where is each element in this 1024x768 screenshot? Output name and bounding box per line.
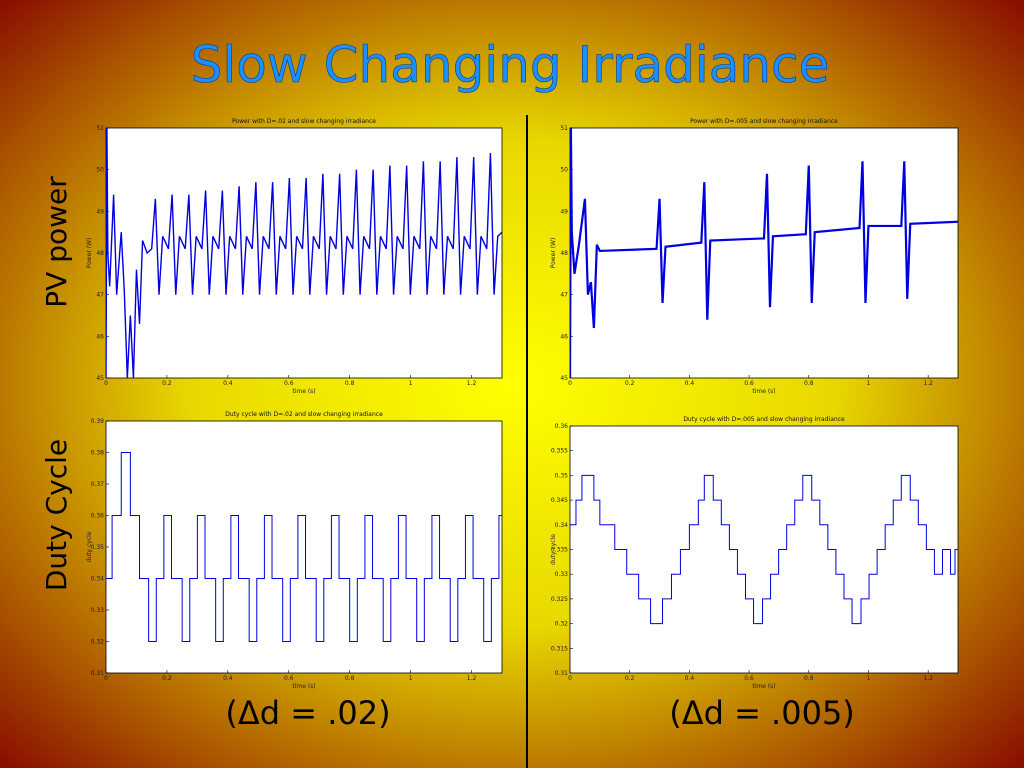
- y-tick-label: 0.33: [555, 571, 569, 578]
- y-tick-label: 0.36: [91, 513, 105, 520]
- x-axis-label: time (s): [752, 388, 775, 395]
- x-tick-label: 0: [568, 675, 572, 682]
- x-tick-label: 0.2: [625, 380, 635, 387]
- x-tick-label: 0.8: [804, 675, 814, 682]
- data-line: [570, 474, 958, 625]
- y-tick-label: 45: [560, 375, 568, 382]
- y-tick-label: 49: [96, 208, 104, 215]
- x-tick-label: 0.8: [345, 675, 355, 682]
- y-tick-label: 0.37: [91, 481, 105, 488]
- y-tick-label: 48: [96, 250, 104, 257]
- x-tick-label: 0.6: [284, 675, 294, 682]
- x-tick-label: 1: [867, 675, 871, 682]
- y-tick-label: 0.335: [551, 547, 568, 554]
- chart: Power with D=.005 and slow changing irra…: [550, 118, 959, 395]
- x-tick-label: 0: [568, 380, 572, 387]
- x-tick-label: 1.2: [923, 380, 933, 387]
- y-tick-label: 0.35: [555, 472, 569, 479]
- x-tick-label: 0.4: [223, 380, 233, 387]
- data-line: [106, 128, 502, 378]
- y-axis-label: Power (W): [550, 238, 557, 269]
- y-tick-label: 0.315: [551, 645, 568, 652]
- x-tick-label: 0.2: [625, 675, 635, 682]
- chart: Power with D=.02 and slow changing irrad…: [86, 118, 503, 395]
- x-tick-label: 1.2: [467, 675, 477, 682]
- slide-title: Slow Changing Irradiance: [191, 36, 830, 94]
- x-tick-label: 0.2: [162, 675, 172, 682]
- y-axis-label: duty cycle: [550, 534, 557, 565]
- y-tick-label: 0.33: [91, 607, 105, 614]
- plot-area: [569, 425, 959, 674]
- y-tick-label: 50: [96, 167, 104, 174]
- x-tick-label: 0: [104, 380, 108, 387]
- x-axis-label: time (s): [292, 683, 315, 690]
- y-tick-label: 48: [560, 250, 568, 257]
- x-tick-label: 1.2: [923, 675, 933, 682]
- x-tick-label: 1: [867, 380, 871, 387]
- x-tick-label: 1: [409, 675, 413, 682]
- row-label: PV power: [40, 176, 73, 308]
- y-tick-label: 0.345: [551, 497, 568, 504]
- x-tick-label: 0.4: [223, 675, 233, 682]
- data-line: [570, 128, 958, 378]
- y-tick-label: 0.34: [555, 522, 569, 529]
- x-tick-label: 0.8: [804, 380, 814, 387]
- y-axis-label: duty cycle: [86, 531, 93, 562]
- y-tick-label: 45: [96, 375, 104, 382]
- data-line: [106, 452, 502, 642]
- y-tick-label: 0.34: [91, 576, 105, 583]
- caption: (Δd = .005): [669, 694, 855, 732]
- y-axis-label: Power (W): [86, 238, 93, 269]
- y-tick-label: 0.31: [555, 670, 569, 677]
- row-label: Duty Cycle: [40, 439, 73, 591]
- chart-title: Duty cycle with D=.005 and slow changing…: [683, 416, 845, 423]
- x-axis-label: time (s): [752, 683, 775, 690]
- y-tick-label: 50: [560, 167, 568, 174]
- x-tick-label: 0.6: [284, 380, 294, 387]
- y-tick-label: 0.38: [91, 450, 105, 457]
- x-tick-label: 0.8: [345, 380, 355, 387]
- x-axis-label: time (s): [292, 388, 315, 395]
- plot-area: [105, 127, 503, 379]
- x-tick-label: 1: [409, 380, 413, 387]
- y-tick-label: 51: [96, 125, 104, 132]
- chart: Duty cycle with D=.005 and slow changing…: [550, 416, 959, 690]
- chart-title: Power with D=.02 and slow changing irrad…: [232, 118, 376, 125]
- y-tick-label: 47: [96, 292, 104, 299]
- y-tick-label: 0.355: [551, 448, 568, 455]
- chart-title: Duty cycle with D=.02 and slow changing …: [225, 411, 383, 418]
- chart-title: Power with D=.005 and slow changing irra…: [690, 118, 838, 125]
- y-tick-label: 46: [96, 333, 104, 340]
- y-tick-label: 0.39: [91, 418, 105, 425]
- y-tick-label: 0.32: [91, 639, 105, 646]
- x-tick-label: 0.6: [744, 675, 754, 682]
- y-tick-label: 0.31: [91, 670, 105, 677]
- y-tick-label: 0.32: [555, 621, 569, 628]
- plot-area: [105, 420, 503, 674]
- x-tick-label: 0.4: [685, 675, 695, 682]
- x-tick-label: 0: [104, 675, 108, 682]
- y-tick-label: 0.35: [91, 544, 105, 551]
- y-tick-label: 46: [560, 333, 568, 340]
- y-tick-label: 0.325: [551, 596, 568, 603]
- x-tick-label: 0.2: [162, 380, 172, 387]
- y-tick-label: 47: [560, 292, 568, 299]
- y-tick-label: 0.36: [555, 423, 569, 430]
- chart: Duty cycle with D=.02 and slow changing …: [86, 411, 503, 690]
- caption: (Δd = .02): [225, 694, 390, 732]
- plot-area: [569, 127, 959, 379]
- y-tick-label: 51: [560, 125, 568, 132]
- y-tick-label: 49: [560, 208, 568, 215]
- x-tick-label: 0.4: [685, 380, 695, 387]
- x-tick-label: 1.2: [467, 380, 477, 387]
- x-tick-label: 0.6: [744, 380, 754, 387]
